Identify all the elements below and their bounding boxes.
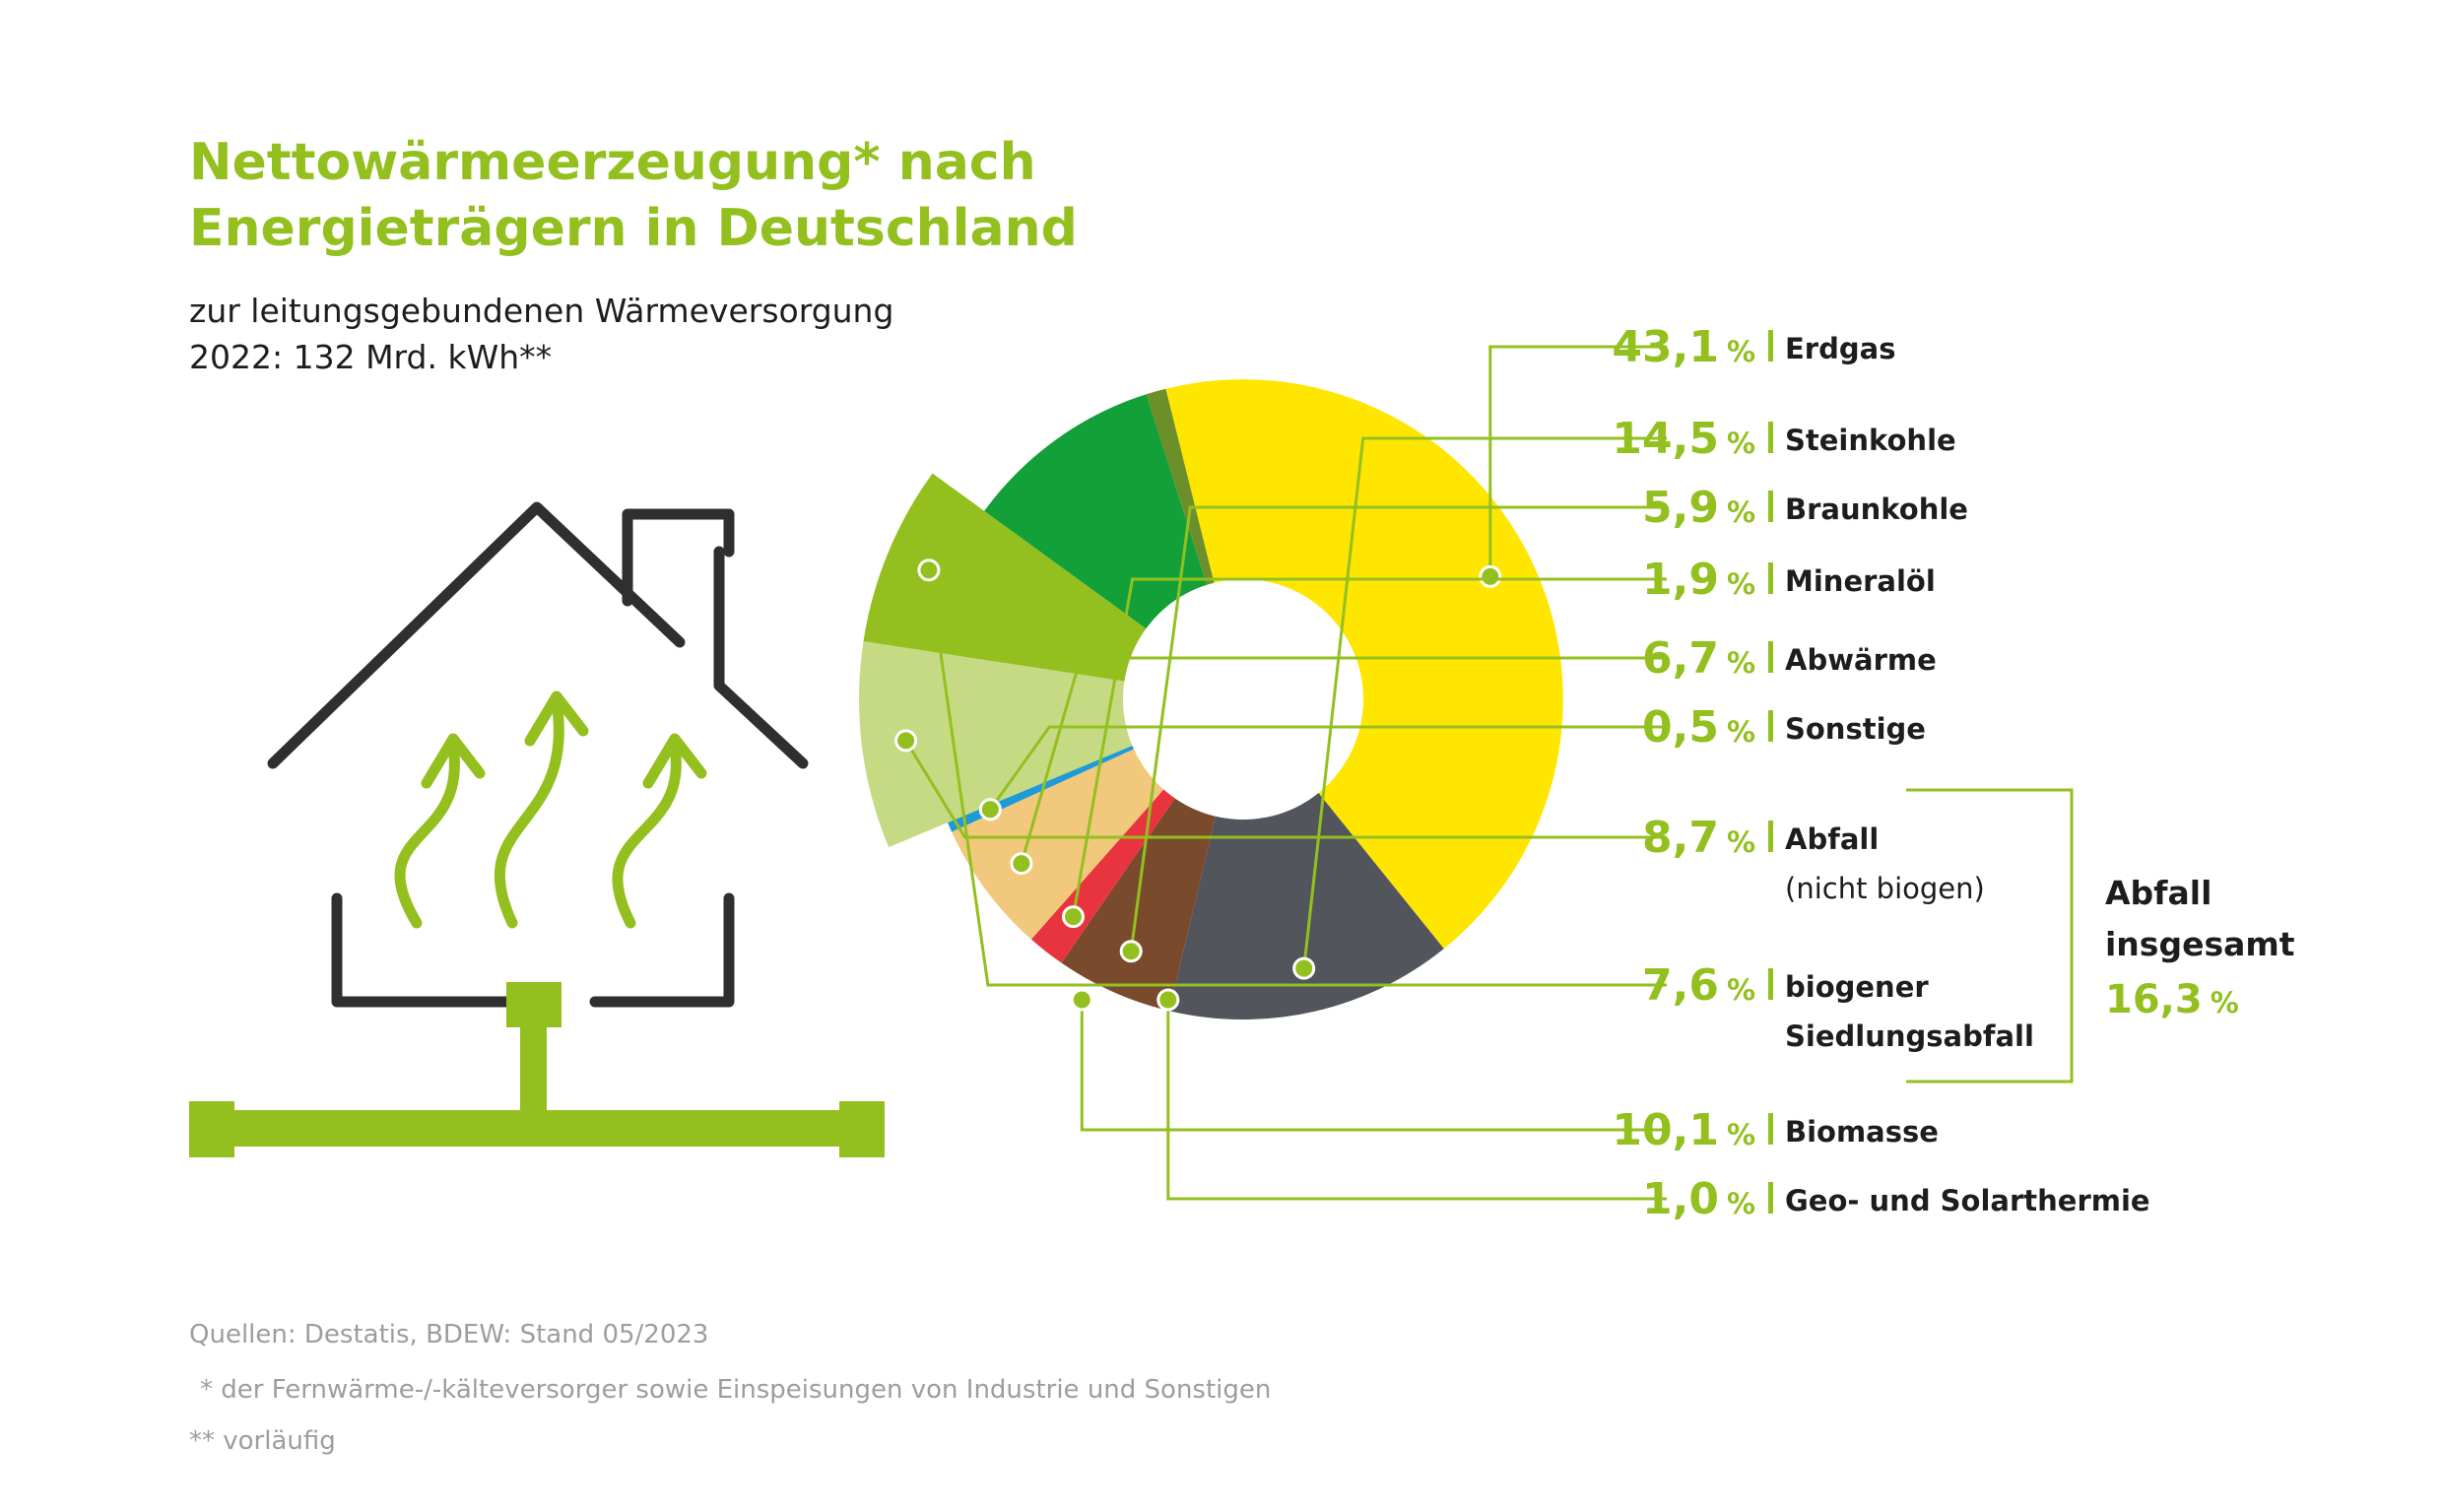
label-separator-5 (1768, 641, 1773, 673)
slice-value-number-4: 1,9 (1642, 555, 1719, 605)
leader-dot-4 (1062, 905, 1085, 929)
slice-value-number-10: 1,0 (1642, 1174, 1719, 1224)
leader-line-4 (1072, 577, 1667, 917)
title-line-2: Energieträgern in Deutschland (189, 199, 1078, 258)
slice-value-2: 14,5% (1612, 414, 1755, 464)
slice-value-number-8: 7,6 (1642, 960, 1719, 1011)
leader-dot-5 (1010, 852, 1033, 876)
slice-label-6: Sonstige (1785, 712, 1926, 746)
waste-group-value: 16,3% (2105, 977, 2239, 1022)
label-separator-9 (1768, 1113, 1773, 1145)
leader-line-3 (1129, 505, 1667, 952)
leader-line-10 (1166, 1000, 1667, 1201)
waste-group-label-1: Abfall (2105, 874, 2212, 912)
slice-label-9: Biomasse (1785, 1115, 1939, 1149)
footer-source: Quellen: Destatis, BDEW: Stand 05/2023 (189, 1320, 709, 1349)
leader-dot-1 (1479, 564, 1502, 588)
slice-percent-sign-7: % (1727, 825, 1755, 859)
slice-sublabel-8: Siedlungsabfall (1785, 1019, 2034, 1053)
slice-value-number-5: 6,7 (1642, 633, 1719, 684)
slice-label-10: Geo- und Solarthermie (1785, 1184, 2150, 1217)
slice-percent-sign-9: % (1727, 1118, 1755, 1151)
slice-percent-sign-10: % (1727, 1187, 1755, 1220)
slice-value-number-3: 5,9 (1642, 483, 1719, 533)
label-separator-3 (1768, 491, 1773, 522)
slice-value-number-2: 14,5 (1612, 414, 1719, 464)
slice-value-number-1: 43,1 (1612, 322, 1719, 372)
leader-dot-3 (1119, 940, 1143, 963)
label-separator-6 (1768, 710, 1773, 742)
slice-value-8: 7,6% (1642, 960, 1755, 1011)
leader-line-7 (904, 740, 1667, 839)
leader-dot-6 (978, 798, 1002, 822)
label-separator-7 (1768, 821, 1773, 852)
slice-value-1: 43,1% (1612, 322, 1755, 372)
slice-value-number-7: 8,7 (1642, 813, 1719, 863)
slice-1 (1165, 379, 1563, 950)
slice-percent-sign-5: % (1727, 646, 1755, 680)
leader-line-8 (927, 569, 1667, 987)
slice-percent-sign-3: % (1727, 495, 1755, 529)
slice-percent-sign-4: % (1727, 567, 1755, 601)
slice-percent-sign-1: % (1727, 335, 1755, 368)
chart-subtitle: zur leitungsgebundenen Wärmeversorgung 2… (189, 288, 893, 380)
label-separator-1 (1768, 330, 1773, 362)
slice-percent-sign-6: % (1727, 715, 1755, 749)
leader-line-5 (1020, 656, 1667, 865)
waste-group-percent-sign: % (2211, 986, 2239, 1019)
leader-line-1 (1488, 345, 1667, 577)
label-separator-4 (1768, 562, 1773, 594)
footer-note-1: * der Fernwärme-/-kälteversorger sowie E… (200, 1375, 1272, 1405)
slice-value-9: 10,1% (1612, 1105, 1755, 1155)
leader-dot-7 (894, 729, 918, 753)
waste-group-value-number: 16,3 (2105, 977, 2203, 1022)
slice-sublabel-7: (nicht biogen) (1785, 872, 1985, 905)
slice-value-7: 8,7% (1642, 813, 1755, 863)
slice-value-6: 0,5% (1642, 702, 1755, 753)
slice-labels: 43,1% Erdgas 14,5% Steinkohle 5,9% Braunkohle… (1612, 322, 2149, 1224)
waste-group-label-2: insgesamt (2105, 925, 2295, 963)
slice-label-7: Abfall (1785, 822, 1879, 856)
subtitle-line-2: 2022: 132 Mrd. kWh** (189, 338, 553, 376)
chart-title: Nettowärmeerzeugung* nach Energieträgern… (189, 130, 1078, 262)
label-separator-10 (1768, 1182, 1773, 1214)
slice-label-2: Steinkohle (1785, 424, 1956, 457)
waste-group-bracket (1906, 788, 2074, 1084)
leader-line-2 (1302, 436, 1667, 969)
slice-label-8: biogener (1785, 970, 1929, 1004)
label-separator-8 (1768, 968, 1773, 1000)
leader-line-9 (1080, 1000, 1667, 1132)
slice-value-number-6: 0,5 (1642, 702, 1719, 753)
slice-value-3: 5,9% (1642, 483, 1755, 533)
waste-group: Abfall insgesamt 16,3% (1906, 788, 2295, 1084)
slice-value-5: 6,7% (1642, 633, 1755, 684)
slice-label-3: Braunkohle (1785, 493, 1968, 526)
leader-line-6 (989, 725, 1667, 811)
slice-label-1: Erdgas (1785, 332, 1895, 365)
footer-note-2: ** vorläufig (189, 1426, 336, 1456)
leader-dot-2 (1292, 956, 1316, 980)
slice-percent-sign-2: % (1727, 427, 1755, 460)
leader-dot-9 (1070, 988, 1093, 1012)
slice-percent-sign-8: % (1727, 973, 1755, 1007)
title-line-1: Nettowärmeerzeugung* nach (189, 133, 1036, 192)
house-heat-icon (189, 501, 885, 1157)
slice-label-4: Mineralöl (1785, 564, 1936, 598)
slice-value-10: 1,0% (1642, 1174, 1755, 1224)
slice-label-5: Abwärme (1785, 643, 1937, 677)
donut-hole (1123, 579, 1363, 820)
leader-dot-10 (1156, 988, 1180, 1012)
leader-lines (894, 345, 1667, 1201)
slice-value-number-9: 10,1 (1612, 1105, 1719, 1155)
leader-dot-8 (917, 559, 941, 582)
subtitle-line-1: zur leitungsgebundenen Wärmeversorgung (189, 292, 894, 330)
slice-value-4: 1,9% (1642, 555, 1755, 605)
label-separator-2 (1768, 422, 1773, 453)
